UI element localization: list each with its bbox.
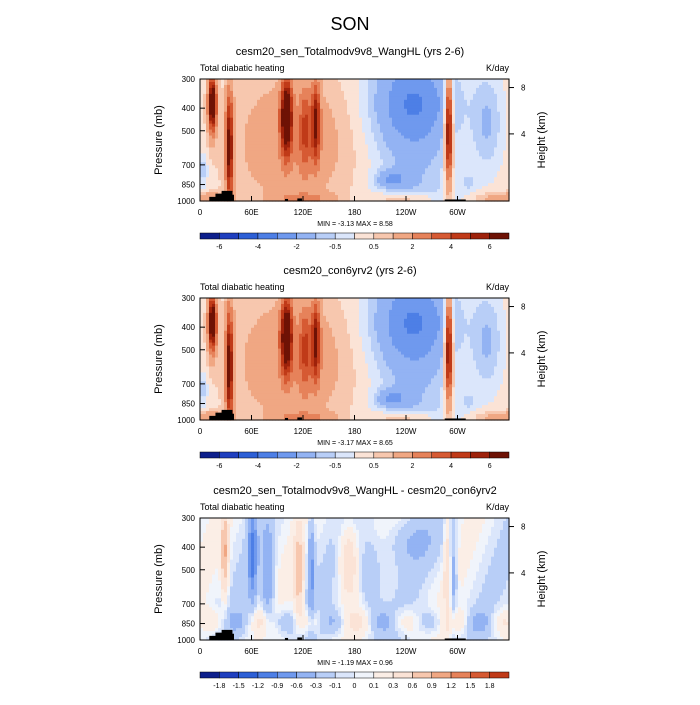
colorbar-swatch — [412, 233, 431, 239]
panel-2: cesm20_con6yrv2 (yrs 2-6) Total diabatic… — [153, 265, 548, 470]
x-tick-label: 120W — [396, 208, 417, 217]
colorbar-swatch — [316, 233, 335, 239]
panel-1-plot-area: 300 400 500 700 850 1000 8 4 0 60E 120E 180 120W 60W — [177, 75, 526, 217]
y-tick-label: 400 — [182, 104, 196, 113]
colorbar-label: 4 — [449, 244, 453, 251]
colorbar-swatch — [374, 233, 393, 239]
panel-1-colorbar: -6 -4 -2 -0.5 0.5 2 4 6 — [200, 233, 509, 251]
x-tick-label: 180 — [348, 208, 362, 217]
colorbar-label: 0.5 — [369, 244, 379, 251]
panel-1-right-axis-label: Height (km) — [536, 112, 548, 169]
y-tick-label: 850 — [182, 181, 196, 190]
colorbar-label: 2 — [410, 244, 414, 251]
colorbar-swatch — [490, 233, 509, 239]
colorbar-swatch — [258, 233, 277, 239]
panel-1-y-axis-label: Pressure (mb) — [153, 105, 165, 175]
colorbar-label: 6 — [488, 244, 492, 251]
y-tick-label: 500 — [182, 127, 196, 136]
colorbar-label: -4 — [255, 244, 261, 251]
panel-1-left-label: Total diabatic heating — [200, 63, 285, 73]
colorbar-swatch — [219, 233, 238, 239]
panel-2-title: cesm20_con6yrv2 (yrs 2-6) — [283, 265, 416, 277]
x-tick-label: 60E — [244, 208, 258, 217]
colorbar-swatch — [451, 233, 470, 239]
colorbar-swatch — [393, 233, 412, 239]
colorbar-label: -6 — [216, 244, 222, 251]
colorbar-swatch — [297, 233, 316, 239]
colorbar-swatch — [200, 233, 219, 239]
right-tick-label: 4 — [521, 130, 526, 139]
panel-2-left-label: Total diabatic heating — [200, 282, 285, 292]
y-tick-label: 1000 — [177, 197, 195, 206]
panel-2-units-label: K/day — [486, 282, 510, 292]
colorbar-label: -0.5 — [329, 244, 341, 251]
colorbar-swatch — [432, 233, 451, 239]
topography — [226, 195, 234, 201]
x-tick-label: 120E — [294, 208, 313, 217]
figure-title: SON — [330, 14, 369, 34]
colorbar-swatch — [335, 233, 354, 239]
x-tick-label: 60W — [449, 208, 466, 217]
panel-1-stats: MIN = -3.13 MAX = 8.58 — [317, 221, 393, 228]
colorbar-swatch — [355, 233, 374, 239]
y-tick-label: 300 — [182, 75, 196, 84]
panel-1-units-label: K/day — [486, 63, 510, 73]
y-tick-label: 700 — [182, 161, 196, 170]
colorbar-swatch — [470, 233, 489, 239]
panel-1: cesm20_sen_Totalmodv9v8_WangHL (yrs 2-6)… — [153, 46, 548, 251]
colorbar-swatch — [277, 233, 296, 239]
heatmap-cells — [200, 298, 510, 421]
right-tick-label: 8 — [521, 84, 526, 93]
colorbar-swatch — [239, 233, 258, 239]
x-tick-label: 0 — [198, 208, 203, 217]
heatmap-cells — [200, 79, 510, 202]
panel-1-title: cesm20_sen_Totalmodv9v8_WangHL (yrs 2-6) — [236, 46, 464, 58]
colorbar-label: -2 — [293, 244, 299, 251]
